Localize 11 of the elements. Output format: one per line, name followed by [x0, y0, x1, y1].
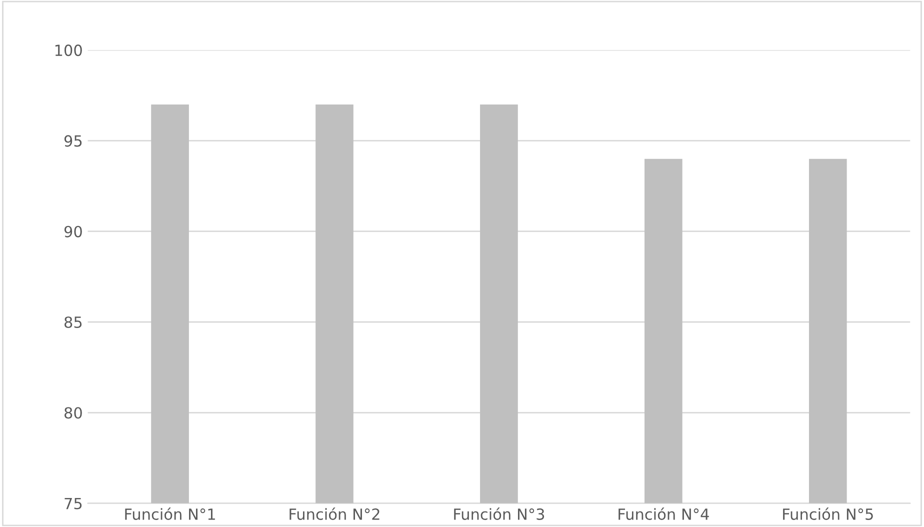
y-tick-label: 75 — [64, 498, 82, 510]
x-tick-label: Función N°4 — [618, 508, 709, 520]
y-tick-label: 95 — [64, 135, 82, 147]
y-tick-label: 100 — [55, 44, 82, 56]
x-tick-label: Función N°3 — [454, 508, 544, 520]
x-tick-label: Función N°2 — [290, 508, 380, 520]
y-tick-label: 85 — [64, 316, 82, 328]
y-tick-label: 80 — [64, 407, 82, 419]
x-tick-label: Función N°5 — [783, 508, 873, 520]
x-tick-label: Función N°1 — [125, 508, 215, 520]
y-tick-label: 90 — [64, 226, 82, 238]
